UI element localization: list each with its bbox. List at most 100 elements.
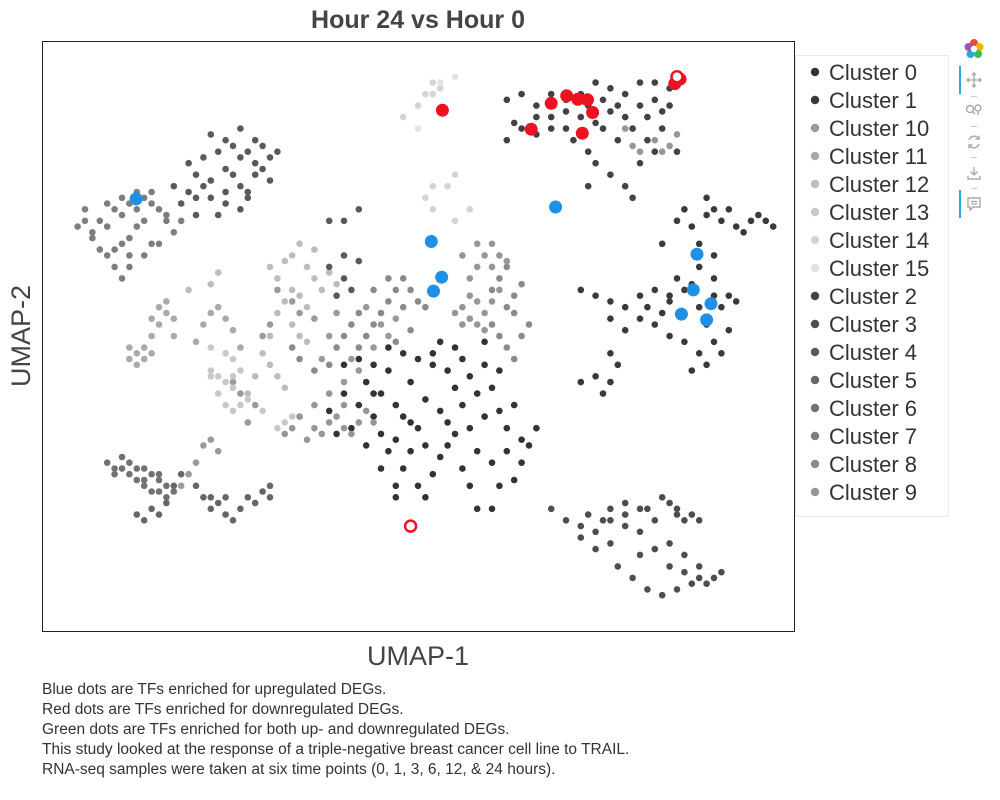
data-point[interactable] <box>399 413 407 420</box>
data-point[interactable] <box>318 430 326 438</box>
data-point[interactable] <box>414 482 422 490</box>
legend-item[interactable]: Cluster 12 <box>810 172 929 197</box>
legend-item[interactable]: Cluster 6 <box>810 396 917 421</box>
legend-item[interactable]: Cluster 8 <box>810 452 917 477</box>
data-point[interactable] <box>133 361 141 369</box>
upregulated-tf-point[interactable] <box>686 283 700 297</box>
downregulated-tf-point[interactable] <box>581 93 594 107</box>
data-point[interactable] <box>681 206 688 213</box>
data-point[interactable] <box>185 286 192 294</box>
data-point[interactable] <box>385 332 392 340</box>
data-point[interactable] <box>118 465 126 472</box>
data-point[interactable] <box>547 125 555 132</box>
data-point[interactable] <box>673 148 681 155</box>
data-point[interactable] <box>651 545 659 553</box>
data-point[interactable] <box>266 263 274 271</box>
data-point[interactable] <box>755 211 762 219</box>
data-point[interactable] <box>488 321 496 328</box>
data-point[interactable] <box>473 263 481 271</box>
data-point[interactable] <box>422 90 429 98</box>
data-point[interactable] <box>636 148 644 155</box>
data-point[interactable] <box>592 79 599 86</box>
data-point[interactable] <box>703 580 710 587</box>
data-point[interactable] <box>436 338 444 346</box>
data-point[interactable] <box>303 263 311 271</box>
data-point[interactable] <box>636 315 644 323</box>
data-point[interactable] <box>621 113 629 121</box>
data-point[interactable] <box>503 447 511 455</box>
data-point[interactable] <box>111 465 118 472</box>
data-point[interactable] <box>222 136 229 144</box>
data-point[interactable] <box>562 517 570 524</box>
data-point[interactable] <box>251 401 259 409</box>
legend-item[interactable]: Cluster 9 <box>810 480 917 505</box>
data-point[interactable] <box>177 470 185 478</box>
data-point[interactable] <box>244 194 252 202</box>
data-point[interactable] <box>325 269 333 276</box>
data-point[interactable] <box>710 338 718 346</box>
data-point[interactable] <box>207 436 215 444</box>
data-point[interactable] <box>710 275 718 282</box>
data-point[interactable] <box>599 517 607 524</box>
bokeh-logo-icon[interactable] <box>963 38 985 60</box>
data-point[interactable] <box>451 171 459 178</box>
data-point[interactable] <box>103 252 111 259</box>
data-point[interactable] <box>370 390 377 397</box>
data-point[interactable] <box>229 355 237 363</box>
data-point[interactable] <box>547 90 555 98</box>
data-point[interactable] <box>666 540 673 547</box>
data-point[interactable] <box>192 211 200 219</box>
data-point[interactable] <box>695 240 703 248</box>
data-point[interactable] <box>518 125 525 132</box>
data-point[interactable] <box>392 286 400 294</box>
data-point[interactable] <box>695 303 703 311</box>
data-point[interactable] <box>644 303 651 311</box>
data-point[interactable] <box>288 252 296 259</box>
data-point[interactable] <box>422 442 429 449</box>
data-point[interactable] <box>473 298 481 305</box>
data-point[interactable] <box>718 217 725 225</box>
downregulated-tf-point[interactable] <box>586 106 600 119</box>
data-point[interactable] <box>133 511 141 518</box>
data-point[interactable] <box>325 263 333 271</box>
data-point[interactable] <box>251 373 259 380</box>
data-point[interactable] <box>200 182 207 190</box>
data-point[interactable] <box>695 563 703 570</box>
data-point[interactable] <box>510 309 518 317</box>
data-point[interactable] <box>288 321 296 328</box>
data-point[interactable] <box>118 240 126 248</box>
data-point[interactable] <box>126 355 133 363</box>
data-point[interactable] <box>725 292 733 300</box>
data-point[interactable] <box>577 286 585 294</box>
data-point[interactable] <box>340 275 348 282</box>
data-point[interactable] <box>222 378 229 386</box>
data-point[interactable] <box>229 378 237 386</box>
data-point[interactable] <box>200 494 207 501</box>
data-point[interactable] <box>658 240 666 248</box>
data-point[interactable] <box>207 367 215 374</box>
data-point[interactable] <box>74 223 81 230</box>
data-point[interactable] <box>392 315 400 323</box>
data-point[interactable] <box>207 280 215 288</box>
upregulated-tf-point[interactable] <box>427 284 440 298</box>
data-point[interactable] <box>281 298 289 305</box>
data-point[interactable] <box>370 344 377 351</box>
data-point[interactable] <box>607 298 614 305</box>
data-point[interactable] <box>429 79 437 86</box>
data-point[interactable] <box>370 321 377 328</box>
data-point[interactable] <box>200 442 207 449</box>
data-point[interactable] <box>451 217 459 225</box>
upregulated-tf-point[interactable] <box>435 270 449 284</box>
data-point[interactable] <box>296 355 303 363</box>
data-point[interactable] <box>311 275 318 282</box>
data-point[interactable] <box>318 286 326 294</box>
data-point[interactable] <box>340 252 348 259</box>
data-point[interactable] <box>126 234 133 242</box>
data-point[interactable] <box>481 326 488 334</box>
data-point[interactable] <box>414 355 422 363</box>
data-point[interactable] <box>207 505 215 513</box>
data-point[interactable] <box>577 522 585 530</box>
data-point[interactable] <box>503 136 511 144</box>
data-point[interactable] <box>658 591 666 599</box>
data-point[interactable] <box>103 223 111 230</box>
